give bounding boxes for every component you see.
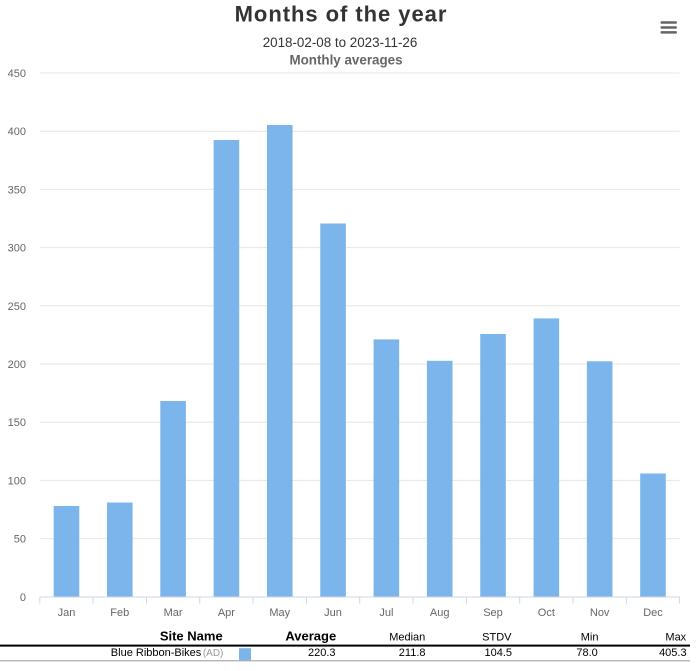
svg-text:350: 350 (8, 184, 26, 196)
svg-text:May: May (269, 607, 290, 619)
svg-text:104.5: 104.5 (484, 647, 512, 659)
svg-text:Monthly averages: Monthly averages (289, 53, 402, 68)
svg-text:220.3: 220.3 (308, 647, 336, 659)
svg-text:211.8: 211.8 (399, 647, 426, 659)
svg-text:100: 100 (8, 475, 26, 487)
svg-text:50: 50 (14, 534, 26, 546)
svg-text:(AD): (AD) (203, 648, 224, 659)
svg-text:Jun: Jun (324, 607, 342, 619)
svg-text:Site Name: Site Name (160, 628, 223, 643)
svg-text:Aug: Aug (430, 607, 450, 619)
svg-text:Min: Min (581, 631, 599, 643)
svg-text:405.3: 405.3 (659, 647, 687, 659)
svg-text:Months of the year: Months of the year (235, 1, 448, 26)
svg-text:250: 250 (8, 301, 26, 313)
svg-text:Apr: Apr (218, 607, 235, 619)
svg-text:450: 450 (8, 68, 26, 80)
svg-text:Max: Max (665, 631, 686, 643)
svg-text:2018-02-08 to 2023-11-26: 2018-02-08 to 2023-11-26 (263, 35, 418, 50)
svg-text:Mar: Mar (164, 607, 183, 619)
svg-text:300: 300 (8, 243, 26, 255)
svg-text:150: 150 (8, 417, 26, 429)
svg-text:78.0: 78.0 (576, 647, 597, 659)
svg-text:0: 0 (20, 592, 26, 604)
svg-text:Sep: Sep (483, 607, 503, 619)
svg-text:Feb: Feb (110, 607, 129, 619)
svg-text:200: 200 (8, 359, 26, 371)
svg-text:Jan: Jan (58, 607, 76, 619)
svg-text:STDV: STDV (482, 631, 512, 643)
svg-text:Blue Ribbon-Bikes: Blue Ribbon-Bikes (111, 647, 202, 659)
svg-text:400: 400 (8, 126, 26, 138)
svg-text:Nov: Nov (590, 607, 610, 619)
svg-text:Oct: Oct (538, 607, 555, 619)
svg-text:Average: Average (285, 628, 336, 643)
svg-text:Dec: Dec (643, 607, 663, 619)
svg-text:Median: Median (389, 631, 425, 643)
svg-text:Jul: Jul (379, 607, 393, 619)
